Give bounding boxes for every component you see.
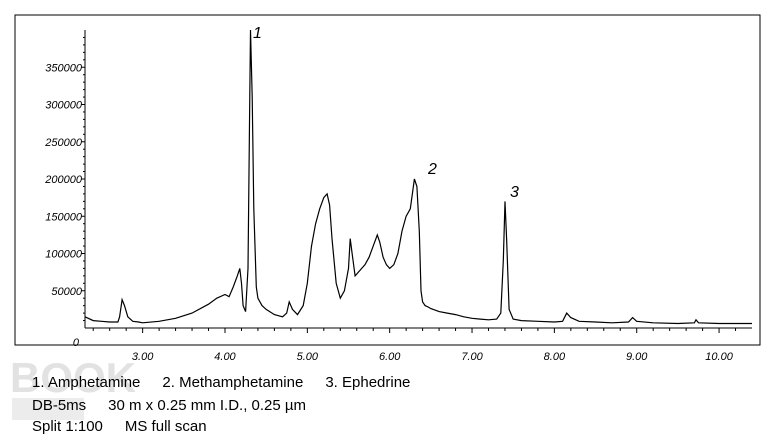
analyte-2: 2. Methamphetamine bbox=[162, 374, 304, 391]
x-tick-label: 4.00 bbox=[214, 351, 236, 363]
x-tick-label: 10.00 bbox=[705, 351, 733, 363]
y-tick-label: 300000 bbox=[45, 100, 83, 112]
peak-label-3: 3 bbox=[510, 184, 519, 201]
y-tick-label: 250000 bbox=[44, 137, 83, 149]
split-ratio: Split 1:100 bbox=[32, 418, 103, 435]
x-tick-label: 8.00 bbox=[544, 351, 566, 363]
x-tick-label: 3.00 bbox=[132, 351, 154, 363]
y-tick-label: 0 bbox=[73, 337, 80, 349]
x-tick-label: 9.00 bbox=[626, 351, 648, 363]
y-tick-label: 100000 bbox=[45, 249, 83, 261]
caption-analytes: 1. Amphetamine 2. Methamphetamine 3. Ephed… bbox=[32, 374, 410, 391]
column-name: DB-5ms bbox=[32, 397, 87, 414]
analyte-3: 3. Ephedrine bbox=[325, 374, 411, 391]
plot-frame bbox=[14, 14, 761, 346]
column-dimensions: 30 m x 0.25 mm I.D., 0.25 µm bbox=[108, 397, 307, 414]
scan-mode: MS full scan bbox=[124, 418, 207, 435]
caption-column: DB-5ms 30 m x 0.25 mm I.D., 0.25 µm bbox=[32, 397, 306, 414]
chromatogram-trace bbox=[84, 29, 752, 325]
y-tick-label: 200000 bbox=[44, 174, 83, 186]
caption-conditions: Split 1:100 MS full scan bbox=[32, 418, 207, 435]
x-tick-label: 6.00 bbox=[379, 351, 401, 363]
x-axis-ticks: 3.00 4.00 5.00 6.00 7.00 8.00 9.00 10.00 bbox=[92, 328, 737, 363]
y-tick-label: 50000 bbox=[51, 286, 82, 298]
analyte-1: 1. Amphetamine bbox=[32, 374, 141, 391]
x-tick-label: 5.00 bbox=[297, 351, 319, 363]
watermark-text: BOOK bbox=[10, 354, 136, 401]
book-watermark-logo: BOOK bbox=[10, 354, 136, 420]
peak-label-2: 2 bbox=[427, 161, 437, 178]
y-tick-label: 150000 bbox=[45, 211, 83, 223]
x-tick-label: 7.00 bbox=[461, 351, 483, 363]
y-tick-label: 350000 bbox=[45, 62, 83, 74]
y-axis-ticks: 0 50000 100000 150000 200000 250000 300000 3500… bbox=[44, 36, 85, 349]
peak-label-1: 1 bbox=[253, 25, 262, 42]
